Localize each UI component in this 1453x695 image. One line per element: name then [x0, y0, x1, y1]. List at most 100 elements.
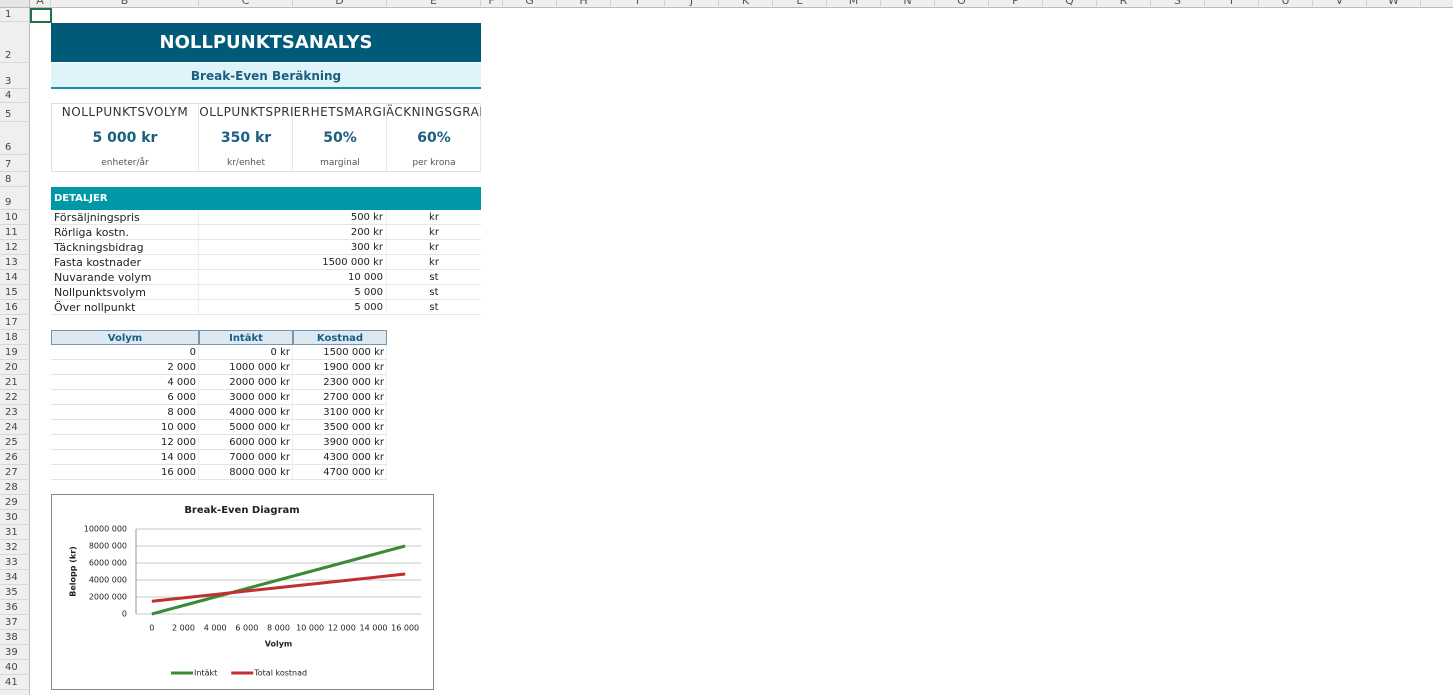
row-header[interactable]: 30: [0, 510, 30, 525]
table-cell: 14 000: [51, 450, 199, 465]
detail-value: 300 kr: [199, 240, 387, 255]
row-header[interactable]: 25: [0, 435, 30, 450]
row-header[interactable]: 2: [0, 22, 30, 63]
table-cell: 8000 000 kr: [199, 465, 293, 480]
row-header[interactable]: 3: [0, 63, 30, 89]
row-header[interactable]: 41: [0, 675, 30, 690]
row-header[interactable]: 10: [0, 210, 30, 225]
column-header[interactable]: R: [1097, 0, 1151, 8]
column-header[interactable]: D: [293, 0, 387, 8]
row-header[interactable]: 22: [0, 390, 30, 405]
table-header: Intäkt: [199, 330, 293, 345]
table-cell: 10 000: [51, 420, 199, 435]
detail-unit: kr: [387, 255, 481, 270]
table-cell: 12 000: [51, 435, 199, 450]
table-cell: 0: [51, 345, 199, 360]
row-header[interactable]: 5: [0, 103, 30, 122]
detail-label: Försäljningspris: [51, 210, 199, 225]
column-header[interactable]: O: [935, 0, 989, 8]
row-header[interactable]: 28: [0, 480, 30, 495]
column-header[interactable]: T: [1205, 0, 1259, 8]
table-cell: 1900 000 kr: [293, 360, 387, 375]
detail-label: Täckningsbidrag: [51, 240, 199, 255]
column-header[interactable]: G: [503, 0, 557, 8]
row-header[interactable]: 29: [0, 495, 30, 510]
detail-unit: st: [387, 300, 481, 315]
column-header[interactable]: U: [1259, 0, 1313, 8]
row-header[interactable]: 31: [0, 525, 30, 540]
row-header[interactable]: 8: [0, 172, 30, 187]
row-header[interactable]: 11: [0, 225, 30, 240]
x-tick-label: 6 000: [235, 624, 258, 633]
row-header[interactable]: 13: [0, 255, 30, 270]
row-header[interactable]: 38: [0, 630, 30, 645]
row-header[interactable]: 1: [0, 8, 30, 22]
detail-label: Nuvarande volym: [51, 270, 199, 285]
row-header[interactable]: 24: [0, 420, 30, 435]
detail-label: Fasta kostnader: [51, 255, 199, 270]
row-header[interactable]: 27: [0, 465, 30, 480]
column-header[interactable]: B: [51, 0, 199, 8]
row-header[interactable]: 16: [0, 300, 30, 315]
row-header[interactable]: 19: [0, 345, 30, 360]
kpi-note: per krona: [412, 158, 456, 168]
column-header[interactable]: A: [30, 0, 51, 8]
y-tick-label: 0: [122, 610, 127, 619]
row-header[interactable]: 9: [0, 187, 30, 210]
table-cell: 0 kr: [199, 345, 293, 360]
row-header[interactable]: 15: [0, 285, 30, 300]
row-header[interactable]: 36: [0, 600, 30, 615]
row-header[interactable]: 32: [0, 540, 30, 555]
column-header[interactable]: V: [1313, 0, 1367, 8]
x-tick-label: 4 000: [204, 624, 227, 633]
row-header[interactable]: 18: [0, 330, 30, 345]
column-header[interactable]: I: [611, 0, 665, 8]
details-header: DETALJER: [51, 187, 481, 210]
kpi-label: TÄCKNINGSGRAD: [387, 105, 481, 119]
column-header[interactable]: H: [557, 0, 611, 8]
table-cell: 4 000: [51, 375, 199, 390]
table-cell: 4300 000 kr: [293, 450, 387, 465]
row-header[interactable]: 26: [0, 450, 30, 465]
row-header[interactable]: 20: [0, 360, 30, 375]
column-header[interactable]: Q: [1043, 0, 1097, 8]
row-header[interactable]: 7: [0, 155, 30, 172]
row-header[interactable]: 14: [0, 270, 30, 285]
table-cell: 8 000: [51, 405, 199, 420]
chart[interactable]: Break-Even Diagram 0 2000 000 4000 000 6000 …: [51, 494, 434, 690]
row-header[interactable]: 12: [0, 240, 30, 255]
row-header[interactable]: 40: [0, 660, 30, 675]
table-cell: 2000 000 kr: [199, 375, 293, 390]
y-tick-label: 6000 000: [89, 559, 127, 568]
row-header[interactable]: 23: [0, 405, 30, 420]
detail-value: 5 000: [199, 285, 387, 300]
row-header[interactable]: 39: [0, 645, 30, 660]
table-cell: 3100 000 kr: [293, 405, 387, 420]
x-tick-label: 0: [149, 624, 154, 633]
row-header[interactable]: 17: [0, 315, 30, 330]
active-cell[interactable]: [30, 8, 52, 23]
column-header[interactable]: C: [199, 0, 293, 8]
column-header[interactable]: S: [1151, 0, 1205, 8]
column-header[interactable]: L: [773, 0, 827, 8]
column-header[interactable]: E: [387, 0, 481, 8]
x-tick-label: 12 000: [328, 624, 356, 633]
row-header[interactable]: 33: [0, 555, 30, 570]
column-header[interactable]: J: [665, 0, 719, 8]
column-header[interactable]: W: [1367, 0, 1421, 8]
row-header[interactable]: 37: [0, 615, 30, 630]
row-header[interactable]: 4: [0, 89, 30, 103]
detail-value: 500 kr: [199, 210, 387, 225]
table-cell: 7000 000 kr: [199, 450, 293, 465]
row-header[interactable]: 6: [0, 122, 30, 155]
column-header[interactable]: K: [719, 0, 773, 8]
table-cell: 2300 000 kr: [293, 375, 387, 390]
column-header[interactable]: P: [989, 0, 1043, 8]
table-cell: 1000 000 kr: [199, 360, 293, 375]
row-header[interactable]: 34: [0, 570, 30, 585]
row-header[interactable]: 21: [0, 375, 30, 390]
column-header[interactable]: F: [481, 0, 503, 8]
column-header[interactable]: M: [827, 0, 881, 8]
row-header[interactable]: 35: [0, 585, 30, 600]
column-header[interactable]: N: [881, 0, 935, 8]
